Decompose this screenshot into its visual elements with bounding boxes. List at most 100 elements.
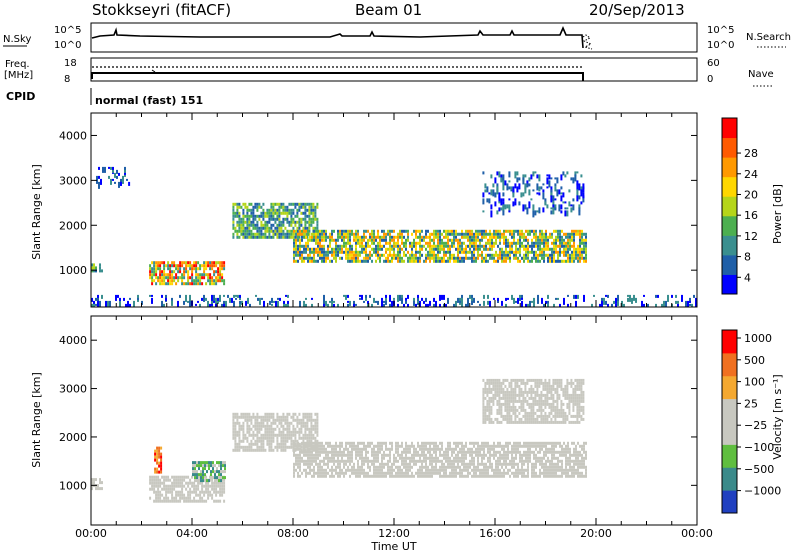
colorbar-tick-label: 500 [744,354,765,367]
echo-region [293,441,587,478]
power-x-ticks [90,113,698,307]
velocity-x-ticks [90,316,698,525]
echo-region [91,263,103,273]
echo-region [482,378,585,424]
freq-label-1: Freq. [5,59,30,70]
velocity-panel: 1000 2000 3000 4000 Slant Range [km] [30,315,698,526]
x-tick-label: 16:00 [479,527,511,540]
y-tick-label: 2000 [59,219,87,232]
colorbar-tick-label: −25 [744,419,767,432]
colorbar-tick-label: 4 [744,271,751,284]
colorbar-tick-label: 8 [744,251,751,264]
nsky-tick-lo: 10^0 [54,40,81,51]
nave-label: Nave [748,69,774,80]
echo-region [293,229,587,263]
freq-tick-lo: 8 [64,74,70,85]
colorbar-tick-label: 12 [744,230,758,243]
nsky-tick-hi: 10^5 [54,25,81,36]
nsky-tick-lo-right: 10^0 [707,40,734,51]
colorbar-swatch [722,176,737,197]
colorbar-swatch [722,254,737,275]
echo-region [232,202,319,239]
colorbar-swatch [722,352,737,377]
y-tick-label: 4000 [59,334,87,347]
nsearch-trace [582,34,593,50]
echo-region [482,171,585,218]
echo-region [149,475,226,503]
nave-tick-hi: 60 [707,58,720,69]
echo-region [154,446,163,474]
colorbar-tick-label: 1000 [744,332,772,345]
nsky-trace [91,25,584,49]
power-panel: 1000 2000 3000 4000 Slant Range [km] [30,112,698,308]
x-tick-label: 00:00 [681,527,713,540]
power-colorbar: 4 8 12 16 20 24 28 Power [dB] [721,117,784,295]
colorbar-tick-label: 20 [744,188,758,201]
y-tick-label: 4000 [59,129,87,142]
velocity-colorbar: 1000 500 100 25 −25 −100 −500 −1000 Velocity [m… [721,329,784,514]
velocity-colorbar-label: Velocity [m s⁻¹] [771,374,784,459]
station-title: Stokkseyri (fitACF) [92,1,231,19]
time-axis-labels: 00:00 04:00 08:00 12:00 16:00 20:00 00:00 [75,527,713,540]
x-tick-label: 00:00 [75,527,107,540]
cpid-label: CPID [6,90,35,103]
colorbar-tick-label: 24 [744,168,758,181]
colorbar-swatch [722,330,737,354]
echo-region [149,261,226,286]
nsky-panel: N.Sky 10^5 10^0 10^5 10^0 N.Search [3,22,791,53]
x-tick-label: 08:00 [277,527,309,540]
y-tick-label: 1000 [59,479,87,492]
colorbar-swatch [722,118,737,139]
colorbar-tick-label: −1000 [744,485,781,498]
freq-tick-hi: 18 [64,58,77,69]
colorbar-swatch [722,444,737,468]
colorbar-swatch [722,375,737,400]
echo-region [91,294,697,307]
time-axis-title: Time UT [370,540,416,553]
power-colorbar-label: Power [dB] [771,184,784,244]
power-ylabel: Slant Range [km] [30,164,43,260]
colorbar-swatch [722,421,737,445]
nsky-label: N.Sky [3,34,31,45]
y-tick-label: 2000 [59,431,87,444]
freq-trace [91,72,584,81]
colorbar-tick-label: 28 [744,147,758,160]
cpid-value: normal (fast) 151 [95,94,203,107]
colorbar-tick-label: −100 [744,441,774,454]
beam-title: Beam 01 [355,1,422,19]
nsky-tick-hi-right: 10^5 [707,25,734,36]
nave-tick-lo: 0 [707,74,713,85]
nsearch-label: N.Search [746,32,791,43]
echo-region [91,478,103,491]
colorbar-swatch [722,157,737,178]
colorbar-swatch [722,137,737,158]
colorbar-swatch [722,215,737,236]
x-tick-label: 04:00 [176,527,208,540]
colorbar-swatch [722,235,737,256]
y-tick-label: 1000 [59,264,87,277]
x-tick-label: 12:00 [378,527,410,540]
colorbar-swatch [722,467,737,491]
colorbar-tick-label: 25 [744,397,758,410]
freq-label-2: [MHz] [4,70,33,81]
y-tick-label: 3000 [59,174,87,187]
freq-panel: Freq. [MHz] 18 8 60 0 Nave [4,57,774,87]
date-title: 20/Sep/2013 [589,1,685,19]
velocity-ylabel: Slant Range [km] [30,372,43,468]
power-y-axis: 1000 2000 3000 4000 [59,129,697,277]
colorbar-swatch [722,398,737,422]
colorbar-tick-label: 16 [744,209,758,222]
velocity-echoes [91,378,587,503]
echo-region [192,461,226,483]
colorbar-swatch [722,274,737,295]
colorbar-tick-label: 100 [744,376,765,389]
echo-region [96,166,131,189]
power-echoes [91,166,697,307]
colorbar-swatch [722,196,737,217]
y-tick-label: 3000 [59,383,87,396]
velocity-y-axis: 1000 2000 3000 4000 [59,334,697,492]
colorbar-swatch [722,490,737,514]
x-tick-label: 20:00 [580,527,612,540]
colorbar-tick-label: −500 [744,463,774,476]
